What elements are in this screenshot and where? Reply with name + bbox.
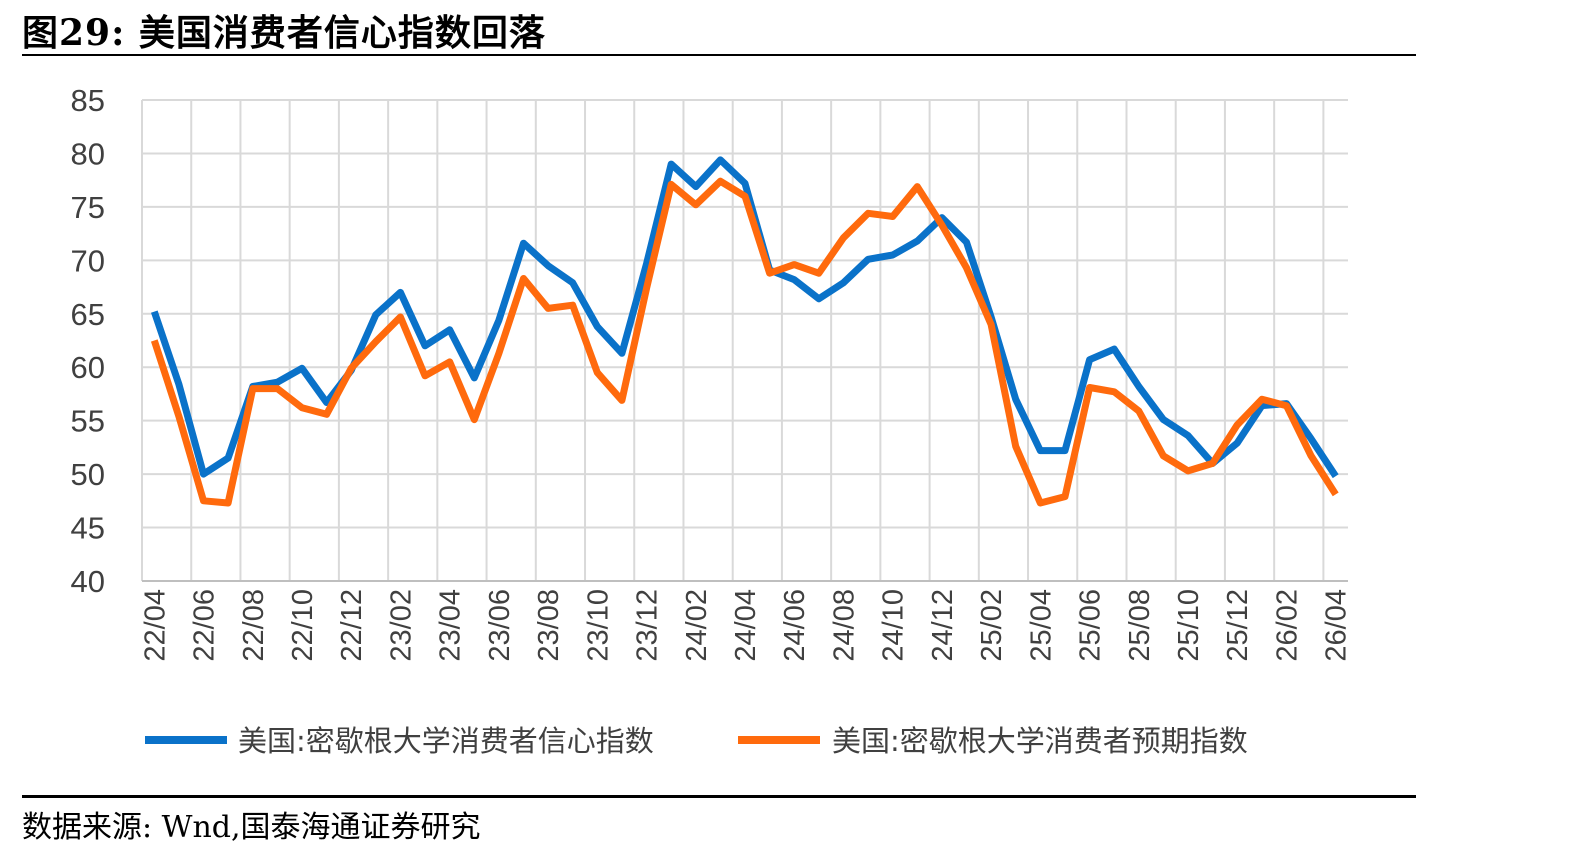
y-tick-label: 75 <box>71 190 105 225</box>
x-tick-label: 22/10 <box>287 589 319 662</box>
source-note: 数据来源: Wnd,国泰海通证券研究 <box>22 810 481 845</box>
series-line-2 <box>150 177 1339 507</box>
x-tick-label: 22/08 <box>238 589 270 662</box>
y-axis-ticks: 40 45 50 55 60 65 70 75 80 85 <box>71 83 105 599</box>
title-divider <box>22 54 1416 56</box>
y-tick-label: 85 <box>71 83 105 118</box>
chart-legend: 美国:密歇根大学消费者信心指数 美国:密歇根大学消费者预期指数 <box>145 724 1248 758</box>
x-tick-label: 25/02 <box>976 589 1008 662</box>
x-tick-label: 25/04 <box>1025 589 1057 662</box>
x-tick-label: 23/10 <box>582 589 614 662</box>
x-tick-label: 23/06 <box>484 589 516 662</box>
y-tick-label: 80 <box>71 136 105 171</box>
chart-grid <box>141 99 1348 582</box>
y-tick-label: 40 <box>71 564 105 599</box>
x-tick-label: 24/12 <box>927 589 959 662</box>
x-tick-label: 24/04 <box>730 589 762 662</box>
x-tick-label: 26/04 <box>1321 589 1353 662</box>
x-tick-label: 23/08 <box>533 589 565 662</box>
x-tick-label: 22/04 <box>139 589 171 662</box>
x-tick-label: 23/12 <box>632 589 664 662</box>
figure-title: 图29: 美国消费者信心指数回落 <box>22 12 546 54</box>
x-tick-label: 25/12 <box>1222 589 1254 662</box>
y-tick-label: 55 <box>71 404 105 439</box>
x-tick-label: 23/04 <box>435 589 467 662</box>
x-tick-label: 23/02 <box>385 589 417 662</box>
legend-label-2: 美国:密歇根大学消费者预期指数 <box>832 724 1248 758</box>
y-tick-label: 45 <box>71 511 105 546</box>
x-tick-label: 22/12 <box>336 589 368 662</box>
x-tick-label: 25/06 <box>1075 589 1107 662</box>
x-tick-label: 26/02 <box>1271 589 1303 662</box>
y-tick-label: 70 <box>71 243 105 278</box>
x-tick-label: 24/06 <box>779 589 811 662</box>
x-tick-label: 24/10 <box>878 589 910 662</box>
chart-series <box>150 156 1339 507</box>
source-divider <box>22 795 1416 798</box>
x-tick-label: 25/08 <box>1124 589 1156 662</box>
x-tick-label: 25/10 <box>1173 589 1205 662</box>
x-tick-label: 24/08 <box>828 589 860 662</box>
legend-label-1: 美国:密歇根大学消费者信心指数 <box>238 724 654 758</box>
y-tick-label: 65 <box>71 297 105 332</box>
y-tick-label: 60 <box>71 350 105 385</box>
x-axis-ticks: 22/04 22/06 22/08 22/10 22/12 23/02 23/04 23/06… <box>139 589 1352 662</box>
x-tick-label: 24/02 <box>681 589 713 662</box>
x-tick-label: 22/06 <box>189 589 221 662</box>
y-tick-label: 50 <box>71 457 105 492</box>
